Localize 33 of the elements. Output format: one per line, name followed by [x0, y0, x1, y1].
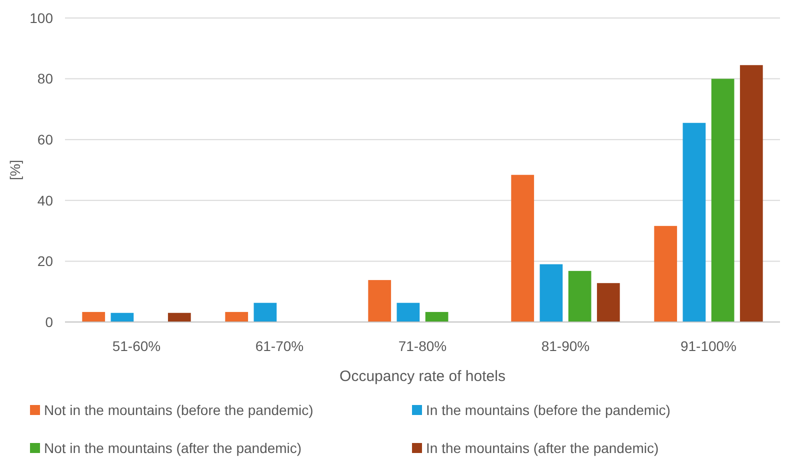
- y-tick-label: 40: [37, 192, 54, 208]
- bar: [110, 312, 134, 322]
- x-tick-label: 71-80%: [398, 338, 447, 354]
- x-axis-title: Occupancy rate of hotels: [340, 368, 506, 385]
- x-tick-label: 61-70%: [255, 338, 304, 354]
- bar: [711, 78, 734, 322]
- legend-label: Not in the mountains (before the pandemic): [44, 402, 314, 418]
- legend-label: In the mountains (after the pandemic): [426, 440, 659, 456]
- bar: [396, 302, 420, 322]
- bar: [511, 174, 534, 322]
- bar: [225, 312, 248, 322]
- x-tick-label: 51-60%: [112, 338, 161, 354]
- bar: [368, 280, 392, 322]
- bar: [682, 122, 706, 322]
- y-tick-label: 80: [37, 70, 54, 87]
- x-tick-label: 81-90%: [541, 338, 590, 354]
- y-tick-label: 20: [37, 253, 54, 270]
- bar: [740, 65, 763, 322]
- x-tick-label: 91-100%: [680, 338, 737, 354]
- bar: [82, 312, 106, 322]
- y-tick-label: 0: [45, 314, 54, 330]
- y-tick-label: 100: [30, 10, 54, 26]
- y-axis-title: [%]: [7, 160, 23, 180]
- bar: [168, 312, 191, 322]
- legend-label: Not in the mountains (after the pandemic): [44, 440, 302, 456]
- bar: [254, 302, 277, 322]
- bar: [596, 283, 620, 322]
- bar: [568, 270, 592, 322]
- y-tick-label: 60: [37, 132, 54, 148]
- legend-label: In the mountains (before the pandemic): [426, 402, 670, 418]
- bar: [425, 312, 448, 322]
- bar: [540, 264, 563, 322]
- bar: [654, 226, 678, 322]
